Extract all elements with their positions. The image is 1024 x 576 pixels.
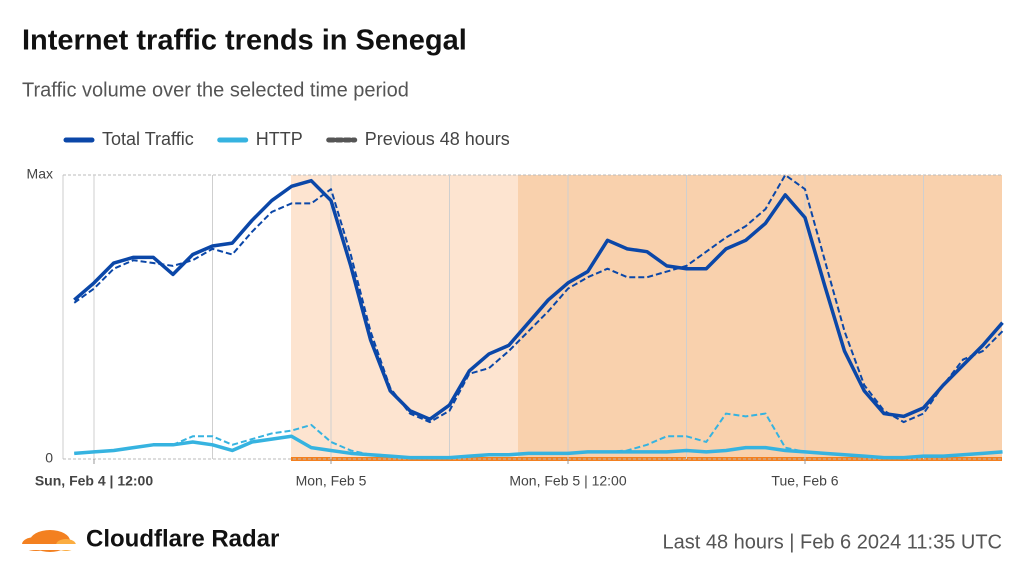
chart-subtitle: Traffic volume over the selected time pe… (22, 79, 409, 101)
footer-brand: Cloudflare Radar (86, 525, 279, 552)
legend-label: Previous 48 hours (365, 129, 510, 149)
chart-title: Internet traffic trends in Senegal (22, 25, 467, 57)
legend: Total Traffic HTTP Previous 48 hours (63, 129, 510, 149)
x-tick-label: Sun, Feb 4 | 12:00 (35, 473, 154, 489)
plot-area: 0 Max Sun, Feb 4 | 12:00 Mon, Feb 5 Mon, Feb… (27, 166, 1004, 489)
footer-info: Last 48 hours | Feb 6 2024 11:35 UTC (663, 531, 1002, 553)
y-tick-label: Max (27, 166, 53, 182)
previous-line (73, 174, 1004, 424)
legend-label: HTTP (256, 129, 303, 149)
x-tick-label: Mon, Feb 5 (296, 473, 367, 489)
x-tick-label: Tue, Feb 6 (771, 473, 838, 489)
highlight-region (518, 175, 1002, 459)
logo (20, 530, 78, 552)
legend-label: Total Traffic (102, 129, 194, 149)
logo-cut (20, 544, 78, 550)
x-tick-label: Mon, Feb 5 | 12:00 (509, 473, 626, 489)
highlight-region (291, 175, 518, 459)
series-line (73, 178, 1004, 421)
y-tick-label: 0 (45, 450, 53, 466)
series-line (74, 434, 1003, 460)
